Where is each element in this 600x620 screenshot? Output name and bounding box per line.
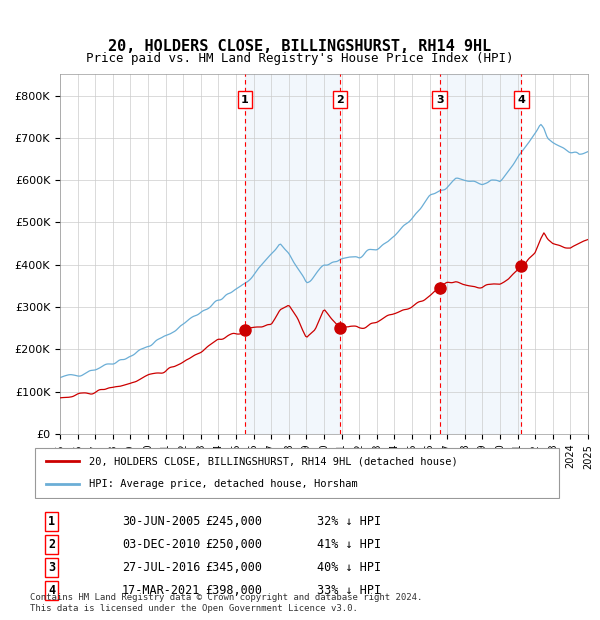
Text: 03-DEC-2010: 03-DEC-2010 [122, 538, 200, 551]
Text: 33% ↓ HPI: 33% ↓ HPI [317, 584, 381, 597]
Text: 2: 2 [336, 95, 344, 105]
Text: £245,000: £245,000 [205, 515, 262, 528]
Bar [245, 74, 340, 434]
Text: 40% ↓ HPI: 40% ↓ HPI [317, 561, 381, 574]
Bar [440, 74, 521, 434]
Text: Contains HM Land Registry data © Crown copyright and database right 2024.
This d: Contains HM Land Registry data © Crown c… [30, 593, 422, 613]
Text: 32% ↓ HPI: 32% ↓ HPI [317, 515, 381, 528]
Text: 4: 4 [517, 95, 525, 105]
Text: £398,000: £398,000 [205, 584, 262, 597]
Text: 27-JUL-2016: 27-JUL-2016 [122, 561, 200, 574]
Text: £345,000: £345,000 [205, 561, 262, 574]
Text: 3: 3 [436, 95, 443, 105]
Text: £250,000: £250,000 [205, 538, 262, 551]
Text: 3: 3 [48, 561, 55, 574]
Text: 1: 1 [241, 95, 248, 105]
Text: 2: 2 [48, 538, 55, 551]
FancyBboxPatch shape [35, 448, 559, 498]
Text: 1: 1 [48, 515, 55, 528]
Text: Price paid vs. HM Land Registry's House Price Index (HPI): Price paid vs. HM Land Registry's House … [86, 53, 514, 65]
Text: 41% ↓ HPI: 41% ↓ HPI [317, 538, 381, 551]
Text: 20, HOLDERS CLOSE, BILLINGSHURST, RH14 9HL: 20, HOLDERS CLOSE, BILLINGSHURST, RH14 9… [109, 39, 491, 54]
Text: 4: 4 [48, 584, 55, 597]
Text: 30-JUN-2005: 30-JUN-2005 [122, 515, 200, 528]
Text: 20, HOLDERS CLOSE, BILLINGSHURST, RH14 9HL (detached house): 20, HOLDERS CLOSE, BILLINGSHURST, RH14 9… [89, 456, 458, 466]
Text: HPI: Average price, detached house, Horsham: HPI: Average price, detached house, Hors… [89, 479, 358, 489]
Text: 17-MAR-2021: 17-MAR-2021 [122, 584, 200, 597]
